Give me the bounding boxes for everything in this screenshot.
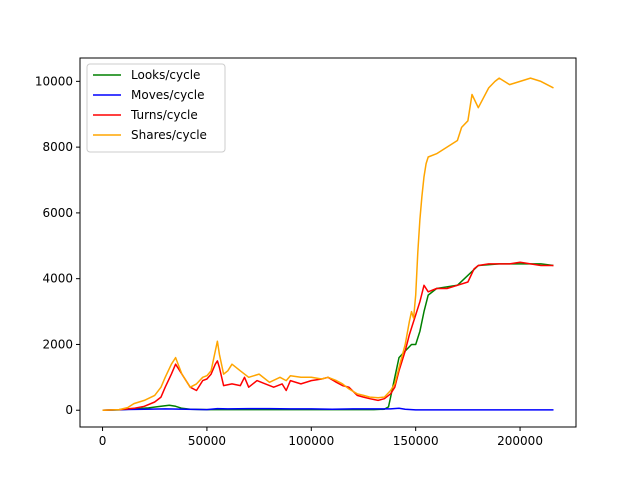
series-line-moves-cycle — [102, 407, 554, 411]
series-layer — [102, 77, 554, 411]
y-tick-label: 6000 — [42, 206, 73, 220]
y-tick-label: 4000 — [42, 272, 73, 286]
x-tick-label: 100000 — [288, 434, 334, 448]
x-tick-label: 50000 — [188, 434, 226, 448]
legend-label: Looks/cycle — [131, 68, 200, 82]
legend-label: Turns/cycle — [130, 108, 198, 122]
y-axis: 0 2000 4000 6000 8000 10000 — [35, 74, 80, 417]
y-tick-label: 0 — [65, 403, 73, 417]
y-tick-label: 10000 — [35, 74, 73, 88]
x-axis: 0 50000 100000 150000 200000 — [99, 427, 543, 448]
series-line-looks-cycle — [102, 263, 554, 411]
y-tick-label: 2000 — [42, 337, 73, 351]
x-tick-label: 0 — [99, 434, 107, 448]
y-tick-label: 8000 — [42, 140, 73, 154]
legend: Looks/cycle Moves/cycle Turns/cycle Shares/… — [86, 63, 226, 153]
series-line-shares-cycle — [102, 77, 554, 411]
legend-label: Moves/cycle — [131, 88, 205, 102]
x-tick-label: 150000 — [393, 434, 439, 448]
x-tick-label: 200000 — [497, 434, 543, 448]
legend-label: Shares/cycle — [131, 128, 207, 142]
legend-box — [86, 63, 226, 153]
axes-frame — [79, 57, 577, 428]
